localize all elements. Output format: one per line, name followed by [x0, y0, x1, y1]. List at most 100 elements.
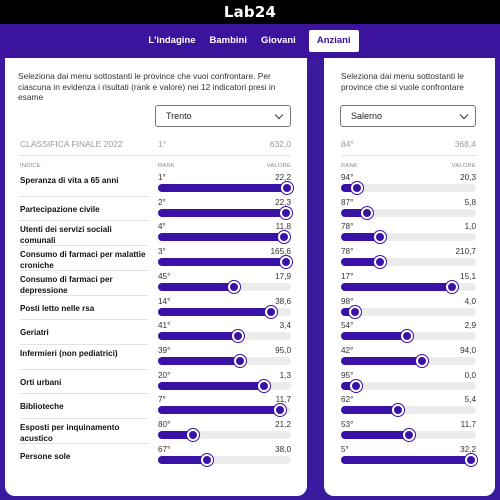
rank-value: 14° [158, 296, 171, 306]
left-rank-bar-fill [158, 406, 280, 415]
right-rank-bar-marker [446, 280, 458, 293]
rank-value: 54° [341, 321, 354, 331]
right-rank-bar-track [341, 404, 476, 417]
right-rank-bar-track [341, 231, 476, 244]
indicator-value: 38,0 [275, 444, 291, 454]
indicator-value: 15,1 [460, 271, 476, 281]
left-rank-bar-marker [280, 206, 292, 219]
tab-anziani[interactable]: Anziani [308, 30, 359, 52]
indicator-value: 2,9 [464, 321, 476, 331]
province-select-right[interactable]: Salerno [340, 105, 476, 127]
right-rank-bar-marker [416, 354, 428, 367]
right-rank-bar-marker [361, 206, 373, 219]
rank-value: 41° [158, 321, 171, 331]
divider [341, 155, 476, 156]
indicator-value: 210,7 [455, 247, 477, 257]
top-bar: Lab24 [0, 0, 500, 24]
rank-value: 39° [158, 345, 171, 355]
tab-giovani[interactable]: Giovani [260, 35, 296, 46]
header-valore: VALORE [451, 163, 476, 169]
rank-value: 1° [158, 173, 166, 182]
intro-text: Seleziona dai menu sottostanti le provin… [341, 71, 464, 92]
left-rank-bar-marker [232, 330, 244, 343]
indicator-label: Esposti per inquinamento acustico [20, 423, 120, 443]
row-divider [20, 442, 148, 444]
right-rank-bar-fill [341, 282, 452, 291]
indicator-value: 32,2 [460, 444, 476, 454]
left-rank-bar-fill [158, 356, 240, 365]
rank-value: 62° [341, 395, 354, 405]
indicator-value: 22,2 [275, 173, 291, 182]
left-rank-bar-marker [280, 256, 292, 269]
indicator-label: Geriatri [20, 328, 49, 338]
right-rank-bar-marker [374, 256, 386, 269]
header-valore: VALORE [266, 163, 291, 169]
intro-text: Seleziona dai menu sottostanti le provin… [18, 71, 276, 102]
row-divider [20, 220, 148, 222]
right-rank-bar-track [341, 206, 476, 219]
right-rank-bar-track [341, 453, 477, 466]
left-rank-bar-fill [158, 282, 234, 291]
rank-value: 3° [158, 247, 166, 257]
final-value: 632,0 [269, 139, 291, 149]
row-divider [20, 319, 148, 321]
right-rank-bar-track [341, 379, 476, 392]
rank-value: 20° [158, 370, 171, 380]
indicator-value: 165,6 [270, 247, 292, 257]
final-ranking-label: CLASSIFICA FINALE 2022 [20, 139, 123, 149]
left-rank-bar-track [158, 256, 292, 269]
province-select-left[interactable]: Trento [155, 105, 291, 127]
indicator-value: 4,0 [464, 296, 476, 306]
right-rank-bar-track [341, 305, 476, 318]
indicator-label: Biblioteche [20, 402, 64, 412]
left-rank-bar-marker [281, 182, 293, 194]
right-rank-bar-fill [341, 258, 380, 267]
chevron-down-icon [274, 110, 284, 120]
right-rank-bar-fill [341, 332, 407, 341]
final-rank: 1° [158, 139, 167, 149]
indicator-label: Orti urbani [20, 377, 62, 387]
left-rank-bar-marker [274, 404, 286, 417]
brand-logo[interactable]: Lab24 [223, 3, 277, 21]
indicator-label: Speranza di vita a 65 anni [20, 176, 119, 185]
left-rank-bar-track [158, 231, 291, 244]
left-rank-bar-marker [258, 379, 270, 392]
tab-bambini[interactable]: Bambini [209, 35, 247, 46]
header-indice: INDICE [20, 163, 41, 169]
indicator-label: Partecipazione civile [20, 204, 100, 214]
indicator-value: 21,2 [275, 420, 291, 429]
right-rank-bar-track [341, 330, 476, 343]
left-rank-bar-track [158, 330, 291, 343]
left-rank-bar-track [158, 305, 291, 318]
right-rank-bar-track [341, 182, 476, 194]
indicator-value: 11,8 [275, 222, 291, 232]
indicator-value: 3,4 [279, 321, 291, 331]
left-rank-bar-marker [265, 305, 277, 318]
left-rank-bar-fill [158, 208, 286, 217]
province-panel-left: Seleziona dai menu sottostanti le provin… [5, 58, 307, 496]
left-rank-bar-fill [158, 381, 264, 390]
rank-value: 4° [158, 222, 166, 232]
right-rank-bar-marker [350, 379, 362, 392]
province-panel-right: Seleziona dai menu sottostanti le provin… [324, 58, 495, 496]
row-divider [20, 269, 148, 271]
tab-indagine[interactable]: L'indagine [148, 35, 196, 46]
rank-value: 95° [341, 370, 354, 380]
right-rank-bar-track [341, 280, 476, 293]
right-rank-bar-track [341, 354, 476, 367]
indicator-value: 22,3 [275, 197, 291, 207]
left-rank-bar-marker [187, 429, 199, 441]
header-rank: RANK [158, 163, 175, 169]
indicator-value: 11,7 [460, 420, 476, 429]
indicator-value: 17,9 [275, 271, 291, 281]
left-rank-bar-track [158, 206, 292, 219]
indicator-value: 5,4 [464, 395, 476, 405]
rank-value: 87° [341, 197, 354, 207]
right-rank-bar-fill [341, 406, 398, 415]
indicator-value: 5,8 [464, 197, 476, 207]
left-rank-bar-fill [158, 233, 284, 242]
divider [20, 155, 291, 156]
right-rank-bar-marker [465, 453, 477, 466]
left-rank-bar-marker [234, 354, 246, 367]
right-rank-bar-track [341, 429, 476, 441]
